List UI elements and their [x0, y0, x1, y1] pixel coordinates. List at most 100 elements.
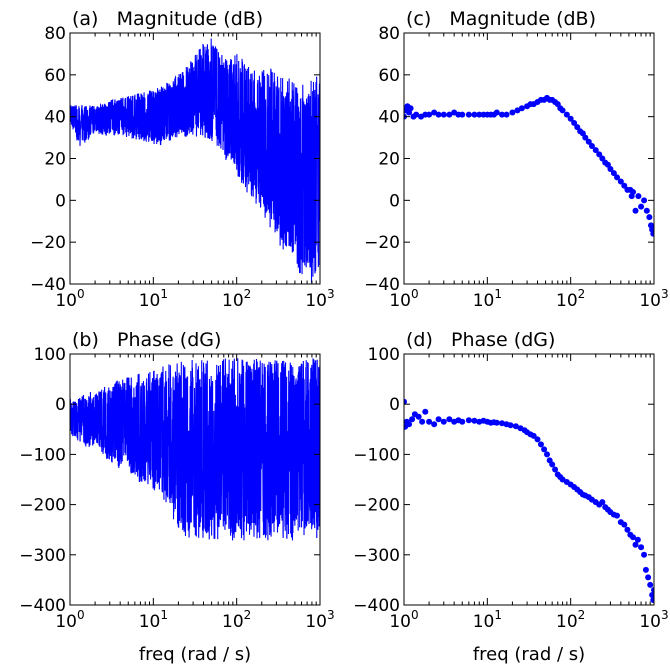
data-point	[503, 111, 510, 118]
data-point	[413, 111, 420, 118]
y-tick-label: −400	[353, 596, 400, 616]
data-point	[465, 111, 472, 118]
data-point	[574, 124, 581, 131]
data-point	[599, 155, 606, 162]
data-point	[446, 111, 453, 118]
data-point	[552, 466, 559, 473]
data-point	[426, 418, 433, 425]
plot-area	[70, 358, 320, 541]
data-point	[435, 111, 442, 118]
plot-area	[70, 38, 320, 283]
data-point	[621, 521, 628, 528]
data-point	[614, 512, 621, 519]
data-point	[592, 147, 599, 154]
x-tick-label: 103	[639, 608, 668, 632]
y-tick-label: −200	[353, 496, 400, 516]
y-tick-label: 0	[55, 191, 66, 211]
y-tick-label: 60	[378, 66, 400, 86]
data-point	[630, 188, 637, 195]
data-point	[409, 416, 416, 423]
y-tick-label: −400	[19, 596, 66, 616]
y-tick-label: −20	[364, 233, 400, 253]
data-point	[563, 111, 570, 118]
data-point	[459, 418, 466, 425]
data-point	[465, 417, 472, 424]
data-point	[641, 551, 648, 558]
data-point	[624, 526, 631, 533]
y-tick-label: −200	[19, 496, 66, 516]
data-point	[635, 193, 642, 200]
data-point	[415, 413, 422, 420]
x-tick-label: 102	[222, 287, 251, 311]
data-point	[571, 119, 578, 126]
y-tick-label: 100	[368, 345, 400, 365]
y-tick-label: 80	[44, 24, 66, 44]
x-tick-label: 102	[556, 287, 585, 311]
data-point	[647, 581, 654, 588]
data-point	[643, 207, 650, 214]
data-point	[642, 566, 649, 573]
data-point	[499, 420, 506, 427]
data-point	[567, 115, 574, 122]
axes-frame	[69, 353, 321, 606]
x-tick-label: 101	[139, 287, 168, 311]
data-point	[634, 536, 641, 543]
y-tick-label: −40	[364, 275, 400, 295]
data-point	[518, 105, 525, 112]
x-tick-label: 100	[389, 287, 418, 311]
y-tick-label: −100	[353, 445, 400, 465]
data-point	[632, 207, 639, 214]
y-tick-label: 80	[378, 24, 400, 44]
data-point	[509, 109, 516, 116]
panel-b: −400 −300 −200 −100 0 100 100 101 102 103 (b) Phas…	[19, 329, 334, 665]
data-point	[426, 111, 433, 118]
panel-title: (d) Phase (dG)	[406, 329, 555, 351]
axes-frame	[403, 353, 655, 606]
x-axis-label: freq (rad / s)	[139, 644, 251, 665]
data-point	[588, 142, 595, 149]
data-point	[651, 586, 654, 593]
y-tick-label: 0	[389, 395, 400, 415]
data-point	[406, 421, 413, 428]
data-point	[638, 544, 645, 551]
data-point	[499, 111, 506, 118]
data-point	[530, 432, 537, 439]
data-point	[440, 418, 447, 425]
data-point	[507, 422, 514, 429]
y-tick-label: 0	[389, 191, 400, 211]
data-point	[544, 451, 550, 458]
data-point	[431, 421, 438, 428]
x-tick-label: 101	[473, 287, 502, 311]
panel-title: (b) Phase (dG)	[72, 329, 221, 351]
data-point	[651, 228, 654, 235]
y-tick-label: −40	[30, 275, 66, 295]
y-tick-label: 100	[34, 345, 66, 365]
data-point	[596, 151, 603, 158]
data-point	[646, 214, 653, 221]
data-point	[446, 416, 453, 423]
y-tick-label: 60	[44, 66, 66, 86]
data-point	[621, 182, 628, 189]
axes-frame	[403, 32, 655, 285]
data-point	[632, 541, 639, 548]
data-point	[549, 461, 556, 468]
data-point	[404, 398, 407, 405]
series-line	[70, 358, 320, 541]
data-point	[650, 596, 654, 603]
y-tick-label: 20	[378, 150, 400, 170]
data-point	[493, 419, 500, 426]
panel-title: (a) Magnitude (dB)	[72, 8, 263, 30]
data-point	[559, 107, 566, 114]
x-tick-label: 102	[222, 608, 251, 632]
plot-area	[404, 94, 654, 237]
data-point	[512, 423, 519, 430]
data-point	[407, 105, 414, 112]
panel-a: −40 −20 0 20 40 60 80 100 101 102 103 (a) Magnitude…	[30, 8, 335, 311]
x-tick-label: 103	[305, 287, 334, 311]
data-point	[440, 111, 447, 118]
data-point	[534, 436, 541, 443]
x-tick-label: 100	[55, 287, 84, 311]
y-tick-label: 40	[44, 108, 66, 128]
y-tick-label: 0	[55, 395, 66, 415]
